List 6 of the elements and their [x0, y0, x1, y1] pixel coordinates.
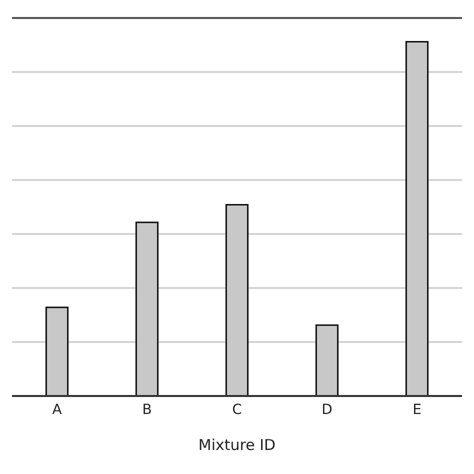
x-tick-label: D	[322, 402, 332, 418]
x-tick-label: E	[412, 402, 422, 418]
x-tick-label: A	[52, 402, 62, 418]
x-tick-label: B	[142, 402, 152, 418]
x-axis-title: Mixture ID	[198, 436, 276, 454]
x-tick-label: C	[232, 402, 242, 418]
